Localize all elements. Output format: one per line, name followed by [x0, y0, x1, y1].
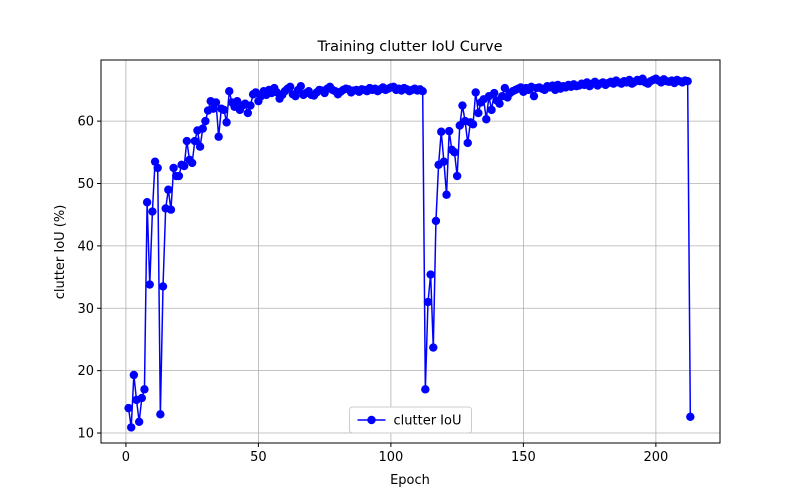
y-tick-label: 40 — [77, 239, 94, 254]
x-tick-label: 0 — [122, 450, 130, 465]
data-point — [458, 101, 467, 110]
legend: clutter IoU — [349, 406, 472, 434]
data-point — [426, 270, 435, 279]
data-point — [246, 101, 255, 110]
data-point — [500, 83, 510, 93]
data-point — [442, 190, 451, 199]
data-point — [490, 88, 499, 98]
data-point — [243, 108, 253, 118]
y-tick-label: 30 — [77, 302, 94, 317]
y-tick-label: 50 — [77, 177, 94, 192]
x-tick-label: 100 — [378, 450, 403, 465]
y-tick-label: 20 — [77, 364, 94, 379]
x-axis-label: Epoch — [390, 473, 430, 488]
x-tick-label: 150 — [511, 450, 536, 465]
data-point — [444, 126, 454, 136]
data-point — [153, 163, 162, 173]
data-point — [439, 157, 449, 166]
data-point — [529, 91, 539, 101]
data-point — [180, 161, 189, 171]
data-point — [487, 105, 496, 115]
data-point — [471, 88, 480, 97]
data-point — [156, 410, 165, 419]
data-point — [190, 136, 200, 146]
plot-frame — [100, 59, 721, 444]
data-point — [214, 132, 223, 141]
y-tick-label: 10 — [77, 427, 94, 442]
data-point — [431, 216, 441, 226]
data-point — [450, 148, 459, 157]
chart-title: Training clutter IoU Curve — [316, 39, 502, 55]
data-point — [134, 417, 144, 426]
data-point — [463, 138, 472, 148]
x-tick-label: 200 — [643, 450, 668, 465]
data-point — [142, 198, 152, 207]
data-point — [429, 343, 438, 352]
data-point — [129, 370, 139, 380]
data-point — [225, 86, 234, 96]
data-point — [127, 423, 136, 432]
data-point — [683, 77, 692, 86]
data-point — [169, 163, 178, 173]
data-point — [148, 207, 157, 216]
data-point — [437, 127, 446, 136]
data-point — [198, 124, 207, 133]
data-point — [182, 136, 192, 146]
data-point — [195, 142, 205, 151]
data-point — [187, 158, 197, 168]
data-point — [124, 403, 133, 413]
legend-label: clutter IoU — [394, 414, 462, 429]
data-point — [164, 185, 173, 194]
data-point — [137, 393, 147, 403]
data-point — [474, 108, 483, 118]
data-point — [468, 120, 478, 129]
y-axis-label: clutter IoU (%) — [53, 205, 68, 300]
data-point — [174, 171, 184, 181]
x-tick-label: 50 — [250, 450, 267, 465]
legend-marker — [367, 415, 376, 425]
data-point — [211, 98, 221, 107]
data-point — [495, 99, 504, 108]
data-point — [482, 115, 491, 124]
data-point — [418, 86, 427, 96]
data-point — [686, 412, 695, 422]
data-point — [452, 171, 462, 181]
data-point — [140, 385, 149, 394]
data-point — [296, 81, 305, 91]
data-point — [219, 105, 229, 115]
data-point — [423, 297, 433, 307]
y-tick-label: 60 — [77, 115, 94, 130]
data-point — [421, 385, 430, 394]
data-point — [145, 280, 154, 289]
legend-box — [349, 406, 472, 434]
data-point — [285, 82, 295, 92]
data-point — [201, 116, 210, 126]
data-point — [158, 282, 168, 291]
data-point — [222, 118, 231, 127]
data-point — [166, 205, 176, 214]
